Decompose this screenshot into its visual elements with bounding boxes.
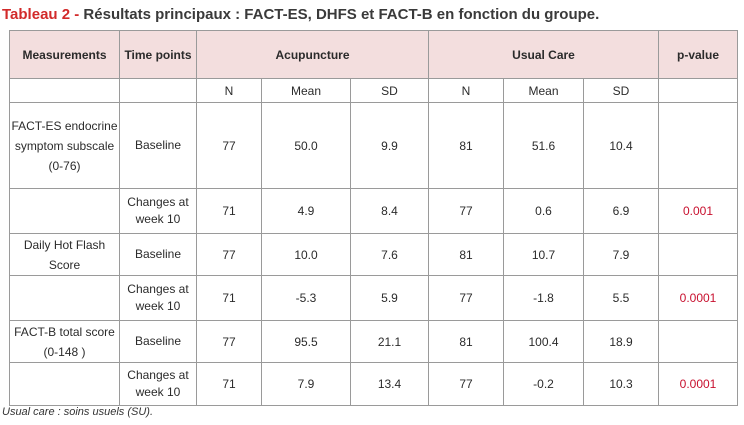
subheader-acu-n: N (196, 78, 262, 103)
acu-sd: 8.4 (349, 188, 430, 234)
uc-n: 77 (428, 362, 505, 406)
table-row: Changes at week 10 71 4.9 8.4 77 0.6 6.9… (9, 188, 739, 234)
acu-mean: 4.9 (261, 188, 351, 234)
acu-n: 77 (196, 320, 262, 363)
subheader-empty (119, 78, 197, 103)
p-value (658, 320, 739, 363)
uc-mean: 51.6 (503, 102, 585, 189)
p-value: 0.0001 (658, 275, 739, 321)
header-acupuncture: Acupuncture (195, 30, 430, 79)
acu-sd: 7.6 (349, 233, 430, 276)
subheader-uc-mean: Mean (503, 78, 585, 103)
acu-n: 71 (196, 275, 262, 321)
acu-mean: 7.9 (261, 362, 351, 406)
header-measurements: Measurements (9, 30, 120, 79)
uc-mean: -1.8 (503, 275, 585, 321)
results-table: Measurements Time points Acupuncture Usu… (9, 30, 739, 406)
uc-mean: -0.2 (503, 362, 585, 406)
p-value: 0.001 (658, 188, 739, 234)
measure-label: FACT-B total score (0-148 ) (9, 320, 120, 363)
footnote: Usual care : soins usuels (SU). (2, 406, 153, 418)
measure-label (9, 362, 120, 406)
measure-label (9, 275, 120, 321)
acu-n: 71 (196, 188, 262, 234)
uc-n: 77 (428, 275, 505, 321)
subheader-uc-sd: SD (583, 78, 660, 103)
subheader-acu-sd: SD (349, 78, 430, 103)
header-p-value: p-value (658, 30, 739, 79)
acu-mean: -5.3 (261, 275, 351, 321)
acu-sd: 9.9 (349, 102, 430, 189)
table-row: FACT-B total score (0-148 ) Baseline 77 … (9, 320, 739, 363)
uc-n: 81 (428, 320, 505, 363)
uc-sd: 6.9 (583, 188, 660, 234)
measure-label: Daily Hot Flash Score (9, 233, 120, 276)
uc-n: 77 (428, 188, 505, 234)
p-value: 0.0001 (658, 362, 739, 406)
time-point: Baseline (119, 233, 197, 276)
table-row: FACT-ES endocrine symptom subscale (0-76… (9, 102, 739, 189)
time-point: Changes at week 10 (119, 188, 197, 234)
acu-mean: 50.0 (261, 102, 351, 189)
table-caption: Tableau 2 - Résultats principaux : FACT-… (2, 6, 599, 23)
subheader-empty (9, 78, 120, 103)
header-row: Measurements Time points Acupuncture Usu… (9, 30, 739, 79)
header-time-points: Time points (119, 30, 197, 79)
time-point: Changes at week 10 (119, 275, 197, 321)
acu-sd: 21.1 (349, 320, 430, 363)
uc-sd: 7.9 (583, 233, 660, 276)
measure-label (9, 188, 120, 234)
p-value (658, 233, 739, 276)
uc-mean: 100.4 (503, 320, 585, 363)
uc-sd: 10.3 (583, 362, 660, 406)
acu-sd: 5.9 (349, 275, 430, 321)
uc-sd: 18.9 (583, 320, 660, 363)
caption-title: Résultats principaux : FACT-ES, DHFS et … (83, 6, 600, 23)
measure-label: FACT-ES endocrine symptom subscale (0-76… (9, 102, 120, 189)
time-point: Baseline (119, 102, 197, 189)
uc-mean: 10.7 (503, 233, 585, 276)
subheader-acu-mean: Mean (261, 78, 351, 103)
acu-n: 77 (196, 233, 262, 276)
subheader-row: N Mean SD N Mean SD (9, 78, 739, 103)
acu-n: 77 (196, 102, 262, 189)
time-point: Changes at week 10 (119, 362, 197, 406)
uc-n: 81 (428, 233, 505, 276)
acu-mean: 95.5 (261, 320, 351, 363)
uc-mean: 0.6 (503, 188, 585, 234)
subheader-empty (658, 78, 739, 103)
caption-label: Tableau 2 - (2, 6, 84, 23)
acu-mean: 10.0 (261, 233, 351, 276)
time-point: Baseline (119, 320, 197, 363)
acu-n: 71 (196, 362, 262, 406)
subheader-uc-n: N (428, 78, 505, 103)
table-row: Changes at week 10 71 7.9 13.4 77 -0.2 1… (9, 362, 739, 406)
header-usual-care: Usual Care (428, 30, 660, 79)
p-value (658, 102, 739, 189)
table-row: Daily Hot Flash Score Baseline 77 10.0 7… (9, 233, 739, 276)
table-row: Changes at week 10 71 -5.3 5.9 77 -1.8 5… (9, 275, 739, 321)
uc-sd: 5.5 (583, 275, 660, 321)
uc-n: 81 (428, 102, 505, 189)
acu-sd: 13.4 (349, 362, 430, 406)
uc-sd: 10.4 (583, 102, 660, 189)
